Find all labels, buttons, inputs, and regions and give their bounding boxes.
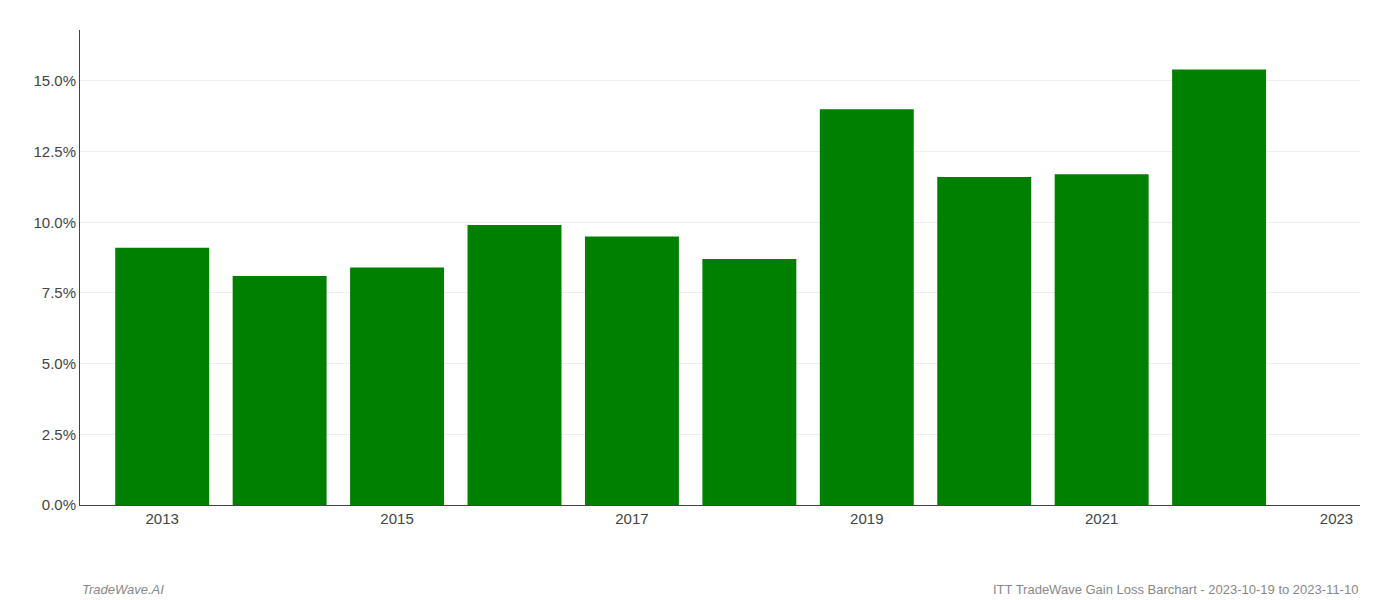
svg-text:2013: 2013 <box>146 510 179 527</box>
svg-text:10.0%: 10.0% <box>33 214 76 231</box>
svg-text:ITT TradeWave Gain Loss Barcha: ITT TradeWave Gain Loss Barchart - 2023-… <box>993 582 1358 597</box>
svg-text:15.0%: 15.0% <box>33 72 76 89</box>
svg-text:0.0%: 0.0% <box>42 496 76 513</box>
svg-text:7.5%: 7.5% <box>42 284 76 301</box>
svg-text:2017: 2017 <box>615 510 648 527</box>
svg-text:2021: 2021 <box>1085 510 1118 527</box>
svg-text:2023: 2023 <box>1320 510 1353 527</box>
svg-text:2.5%: 2.5% <box>42 426 76 443</box>
svg-text:TradeWave.AI: TradeWave.AI <box>82 582 164 597</box>
svg-text:2019: 2019 <box>850 510 883 527</box>
svg-text:12.5%: 12.5% <box>33 143 76 160</box>
svg-text:5.0%: 5.0% <box>42 355 76 372</box>
svg-text:2015: 2015 <box>380 510 413 527</box>
